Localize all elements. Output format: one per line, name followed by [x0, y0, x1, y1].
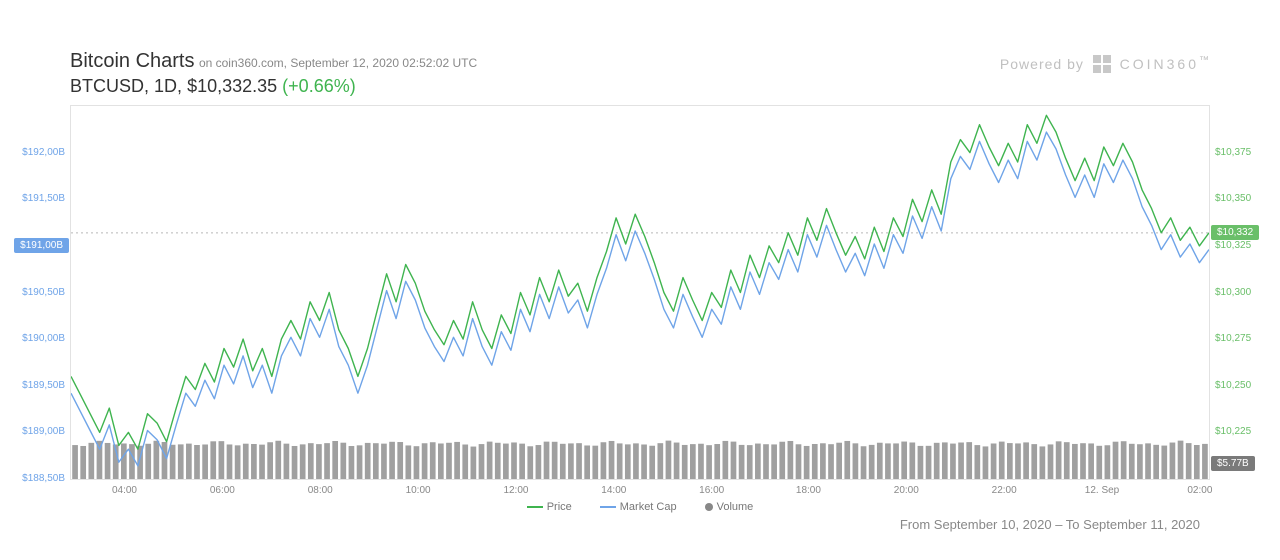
chart-title: Bitcoin Charts	[70, 50, 195, 72]
left-axis-tick: $189,50B	[22, 380, 65, 391]
chart-ticker-line: BTCUSD, 1D, $10,332.35 (+0.66%)	[70, 76, 477, 97]
powered-by-brand: COIN360	[1120, 56, 1199, 72]
powered-by-tm: ™	[1199, 55, 1210, 66]
left-axis-badge: $191,00B	[14, 238, 69, 253]
powered-by: Powered by COIN360™	[1000, 55, 1210, 76]
right-axis-volume-badge: $5.77B	[1211, 456, 1255, 471]
left-axis-tick: $188,50B	[22, 473, 65, 484]
x-axis-tick: 04:00	[112, 485, 137, 496]
powered-by-label: Powered by	[1000, 56, 1084, 72]
left-axis-tick: $190,00B	[22, 333, 65, 344]
right-axis-tick: $10,350	[1215, 193, 1251, 204]
right-axis-tick: $10,225	[1215, 426, 1251, 437]
right-axis-tick: $10,325	[1215, 240, 1251, 251]
left-axis-tick: $190,50B	[22, 287, 65, 298]
legend-price: Price	[527, 501, 572, 513]
x-axis-tick: 14:00	[601, 485, 626, 496]
x-axis-tick: 10:00	[406, 485, 431, 496]
x-axis-tick: 02:00	[1187, 485, 1212, 496]
x-axis-tick: 08:00	[308, 485, 333, 496]
x-axis-tick: 12. Sep	[1085, 485, 1119, 496]
right-axis-tick: $10,250	[1215, 380, 1251, 391]
x-axis-tick: 12:00	[503, 485, 528, 496]
left-axis-tick: $191,50B	[22, 193, 65, 204]
right-axis-tick: $10,275	[1215, 333, 1251, 344]
left-axis-tick: $189,00B	[22, 426, 65, 437]
right-axis-tick: $10,300	[1215, 287, 1251, 298]
chart-header: Bitcoin Charts on coin360.com, September…	[70, 50, 477, 97]
ticker-price: $10,332.35	[187, 76, 277, 96]
right-axis-tick: $10,375	[1215, 147, 1251, 158]
legend-volume: Volume	[705, 501, 754, 513]
x-axis-tick: 18:00	[796, 485, 821, 496]
coin360-logo-icon	[1093, 55, 1111, 76]
right-axis-price-badge: $10,332	[1211, 225, 1259, 240]
chart-subtitle: on coin360.com, September 12, 2020 02:52…	[199, 56, 477, 70]
x-axis-tick: 22:00	[992, 485, 1017, 496]
ticker-interval: 1D	[154, 76, 177, 96]
x-axis-tick: 16:00	[699, 485, 724, 496]
ticker-change: (+0.66%)	[282, 76, 356, 96]
chart-legend: Price Market Cap Volume	[71, 501, 1209, 513]
chart-canvas	[71, 106, 1209, 479]
legend-marketcap: Market Cap	[600, 501, 677, 513]
x-axis-tick: 20:00	[894, 485, 919, 496]
x-axis-tick: 06:00	[210, 485, 235, 496]
date-range-label: From September 10, 2020 – To September 1…	[900, 517, 1200, 532]
ticker-pair: BTCUSD	[70, 76, 144, 96]
price-chart[interactable]: $192,00B$191,50B$191,00B$190,50B$190,00B…	[70, 105, 1210, 480]
left-axis-tick: $192,00B	[22, 147, 65, 158]
